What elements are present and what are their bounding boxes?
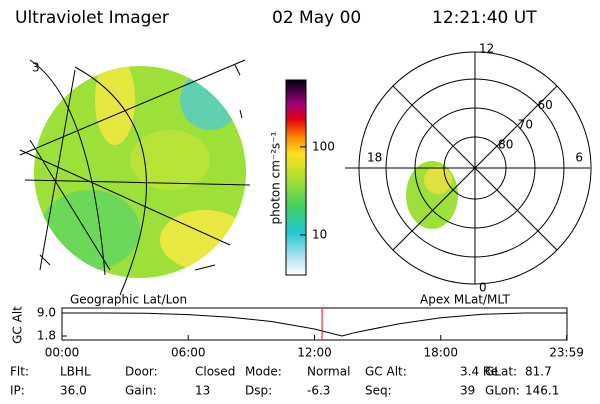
- field-value: 81.7: [525, 365, 552, 379]
- mlt-label: 0: [479, 281, 487, 295]
- polar-label: Apex MLat/MLT: [420, 293, 510, 307]
- altitude-x-tick-label: 00:00: [45, 346, 80, 360]
- altitude-y-tick-label: 1.8: [37, 329, 56, 343]
- field-value: 39: [460, 384, 475, 398]
- lat-ring: [414, 107, 536, 229]
- polar-plot: [345, 51, 592, 285]
- mlt-label: 18: [367, 151, 382, 165]
- colorbar-tick-label: 10: [312, 227, 327, 241]
- aurora-blob: [424, 166, 452, 194]
- field-label: IP:: [10, 384, 25, 398]
- title: Ultraviolet Imager: [15, 8, 169, 28]
- field-value: 146.1: [525, 384, 559, 398]
- field-label: Gain:: [125, 384, 157, 398]
- altitude-x-tick-label: 06:00: [171, 346, 206, 360]
- altitude-curve: [62, 312, 567, 337]
- field-label: Door:: [125, 365, 158, 379]
- field-value: 36.0: [60, 384, 87, 398]
- colorbar-label: photon cm⁻²s⁻¹: [269, 131, 283, 224]
- field-label: Mode:: [245, 365, 282, 379]
- lat-ring: [443, 136, 507, 200]
- lat-ring: [385, 78, 565, 258]
- lat-label: 70: [518, 118, 533, 132]
- altitude-x-tick-label: 18:00: [423, 346, 458, 360]
- field-label: GC Alt:: [365, 365, 407, 379]
- field-value: Normal: [307, 365, 350, 379]
- lat-label: 60: [538, 98, 553, 112]
- geo-grid: [19, 59, 251, 296]
- geo-label: Geographic Lat/Lon: [70, 293, 187, 307]
- field-value: LBHL: [60, 365, 91, 379]
- field-label: Dsp:: [245, 384, 272, 398]
- field-label: Flt:: [10, 365, 29, 379]
- geo-image: [34, 66, 246, 278]
- field-value: -6.3: [307, 384, 330, 398]
- field-value: 13: [195, 384, 210, 398]
- field-label: GLon:: [485, 384, 520, 398]
- altitude-y-label: GC Alt: [11, 306, 25, 344]
- field-value: 3.4 Re: [460, 365, 498, 379]
- field-label: GLat:: [485, 365, 517, 379]
- mlt-label: 12: [479, 42, 494, 56]
- footer: Flt: LBHL Door: Closed Mode: Normal GC Alt: 3.4…: [10, 365, 559, 398]
- mlt-label: 6: [575, 151, 583, 165]
- altitude-x-tick-label: 23:59: [549, 346, 584, 360]
- field-label: Seq:: [365, 384, 392, 398]
- colorbar-tick-label: 100: [312, 139, 335, 153]
- field-value: Closed: [195, 365, 235, 379]
- altitude-y-tick-label: 9.0: [37, 306, 56, 320]
- colorbar: [285, 79, 307, 276]
- lat-label: 80: [498, 137, 513, 151]
- date: 02 May 00: [272, 8, 361, 28]
- altitude-x-tick-label: 12:00: [297, 346, 332, 360]
- geo-corner-label: 3: [32, 61, 40, 75]
- time: 12:21:40 UT: [432, 8, 537, 28]
